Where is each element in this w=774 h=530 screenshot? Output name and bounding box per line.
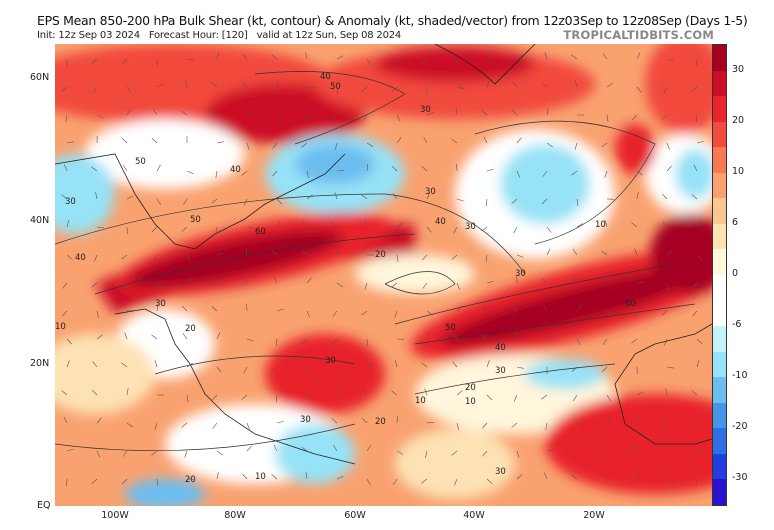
colorbar-label: -10 <box>732 370 748 382</box>
lat-label-eq: EQ <box>37 500 51 511</box>
colorbar-bin <box>713 45 726 71</box>
colorbar-bin <box>713 300 726 327</box>
contour-label: 10 <box>465 397 476 407</box>
anomaly-shading <box>55 44 712 506</box>
colorbar-bin <box>713 249 726 275</box>
colorbar-bin <box>713 121 726 148</box>
colorbar-bin <box>713 172 726 199</box>
lat-label-40n: 40N <box>30 215 50 226</box>
colorbar-bin <box>713 326 726 352</box>
lat-label-60n: 60N <box>30 72 50 83</box>
lon-label-80w: 80W <box>224 510 246 521</box>
colorbar-label: 0 <box>732 268 739 279</box>
contour-label: 40 <box>75 253 86 263</box>
contour-label: 30 <box>495 366 506 376</box>
forecast-hour: Forecast Hour: [120] <box>148 30 248 41</box>
lon-label-60w: 60W <box>344 510 366 521</box>
colorbar-bin <box>713 198 726 224</box>
colorbar <box>712 44 727 506</box>
colorbar-bin <box>713 377 726 403</box>
contour-label: 50 <box>135 157 146 167</box>
contour-label: 10 <box>55 322 66 332</box>
lon-label-100w: 100W <box>101 510 129 521</box>
colorbar-bin <box>713 453 726 480</box>
contour-label: 20 <box>375 250 386 260</box>
contour-label: 60 <box>625 299 636 309</box>
init-time: Init: 12z Sep 03 2024 <box>37 30 140 41</box>
contour-label: 30 <box>155 299 166 309</box>
contour-label: 20 <box>185 475 196 485</box>
contour-label: 50 <box>445 323 456 333</box>
contour-label: 40 <box>230 165 241 175</box>
colorbar-label: 10 <box>732 165 745 177</box>
colorbar-bin <box>713 351 726 378</box>
contour-label: 30 <box>515 269 526 279</box>
colorbar-label: 6 <box>732 216 739 228</box>
colorbar-bin <box>713 428 726 454</box>
contour-label: 20 <box>375 417 386 427</box>
contour-label: 30 <box>65 197 76 207</box>
colorbar-bin <box>713 147 726 173</box>
contour-label: 10 <box>415 396 426 406</box>
contour-label: 20 <box>185 324 196 334</box>
contour-label: 10 <box>595 220 606 230</box>
contour-label: 30 <box>465 222 476 232</box>
colorbar-label: -30 <box>732 472 748 484</box>
colorbar-bin <box>713 402 726 429</box>
contour-label: 60 <box>255 227 266 237</box>
lon-label-20w: 20W <box>583 510 605 521</box>
colorbar-bin <box>713 70 726 97</box>
colorbar-label: -6 <box>732 319 742 331</box>
contour-label: 20 <box>465 383 476 393</box>
map-title: EPS Mean 850-200 hPa Bulk Shear (kt, con… <box>37 13 748 28</box>
contour-label: 50 <box>330 82 341 92</box>
colorbar-bin <box>713 96 726 122</box>
lon-label-40w: 40W <box>463 510 485 521</box>
brand-watermark: TROPICALTIDBITS.COM <box>563 28 714 42</box>
colorbar-bin <box>713 274 726 301</box>
contour-label: 40 <box>320 72 331 82</box>
contour-label: 30 <box>420 105 431 115</box>
contour-label: 50 <box>190 215 201 225</box>
anomaly-vectors <box>61 52 704 487</box>
colorbar-bin <box>713 223 726 250</box>
contour-label: 40 <box>495 343 506 353</box>
contour-label: 30 <box>495 467 506 477</box>
colorbar-label: 30 <box>732 63 745 75</box>
lat-label-20n: 20N <box>30 358 50 369</box>
contour-label: 40 <box>435 217 446 227</box>
coastlines <box>55 44 712 465</box>
contour-label: 10 <box>255 472 266 482</box>
colorbar-bin <box>713 479 726 505</box>
contour-label: 30 <box>425 187 436 197</box>
valid-time: valid at 12z Sun, Sep 08 2024 <box>256 30 402 41</box>
colorbar-label: 20 <box>732 114 745 126</box>
contour-label: 30 <box>325 356 336 366</box>
map-subtitle: Init: 12z Sep 03 2024 Forecast Hour: [12… <box>37 30 401 41</box>
contour-label: 30 <box>300 415 311 425</box>
colorbar-label: -20 <box>732 421 748 433</box>
